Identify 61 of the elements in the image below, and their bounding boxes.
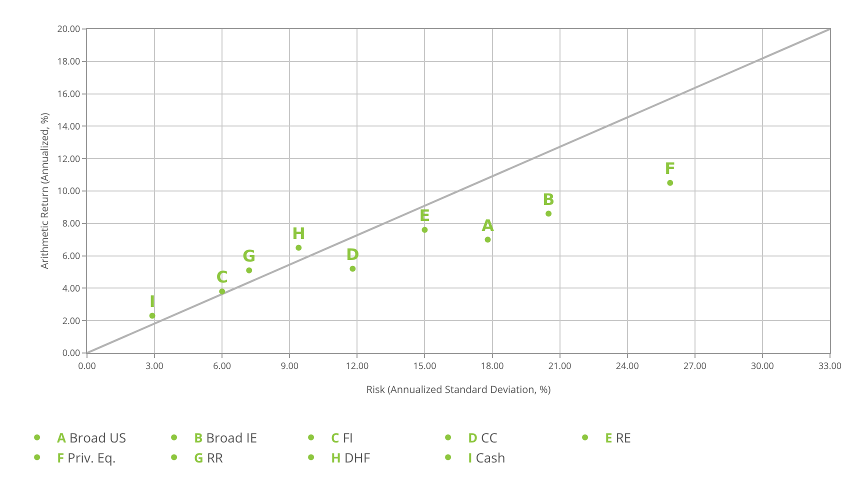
point [546,210,552,217]
legend-label: Priv. Eq. [68,448,116,466]
data-label: E [419,206,430,226]
x-tick-label: 15.00 [413,358,436,372]
text: A [57,428,66,446]
text: I [468,448,472,466]
point [667,180,674,186]
point [350,266,356,272]
x-tick-label: 33.00 [818,358,842,372]
text: E [605,428,612,446]
y-tick-label: 14.00 [57,119,80,132]
data-label: F [664,159,676,178]
text: C [331,428,340,446]
text: G [194,448,204,466]
legend-label: Broad IE [206,428,258,446]
data-label: G [242,246,256,266]
data-label: H [292,224,306,243]
x-tick-label: 24.00 [616,358,639,372]
legend-label: FI [342,428,354,446]
text: D [468,428,478,446]
legend-label: Broad US [69,428,126,446]
x-tick-label: 6.00 [213,358,231,372]
x-tick-label: 9.00 [280,358,299,372]
y-tick-label: 18.00 [57,54,80,68]
text: F [57,448,64,466]
y-tick-label: 4.00 [62,281,80,294]
legend-label: RR [206,448,223,466]
data-label: A [482,216,495,235]
x-tick-label: 12.00 [346,358,369,372]
x-tick-label: 27.00 [683,358,706,372]
point [246,267,252,274]
y-tick-label: 10.00 [57,184,80,198]
x-tick-label: 18.00 [480,358,504,372]
y-tick-label: 0.00 [62,346,80,360]
x-tick-label: 3.00 [146,358,164,372]
legend-label: CC [481,428,498,446]
point [149,312,156,319]
point [296,244,302,251]
point [484,236,491,243]
y-tick-label: 12.00 [57,152,80,165]
data-label: I [149,292,156,311]
data-label: B [542,190,555,209]
text: B [194,428,203,446]
text: H [331,448,341,466]
y-tick-label: 16.00 [57,86,80,100]
y-tick-label: 2.00 [62,314,80,327]
x-axis-title: Risk (Annualized Standard Deviation, %) [366,382,551,396]
x-tick-label: 0.00 [78,358,96,372]
legend-label: DHF [344,448,370,466]
legend-label: Cash [476,448,506,466]
point [219,288,226,294]
legend-label: RE [616,428,631,446]
data-label: D [346,245,360,264]
x-tick-label: 21.00 [548,358,572,372]
point [422,226,428,233]
data-label: C [216,268,228,287]
y-axis-title: Arithmetic Return (Annualized, %) [37,112,52,270]
y-tick-label: 8.00 [62,216,80,230]
y-tick-label: 6.00 [62,248,80,262]
x-tick-label: 30.00 [750,358,774,372]
y-tick-label: 20.00 [57,22,80,36]
